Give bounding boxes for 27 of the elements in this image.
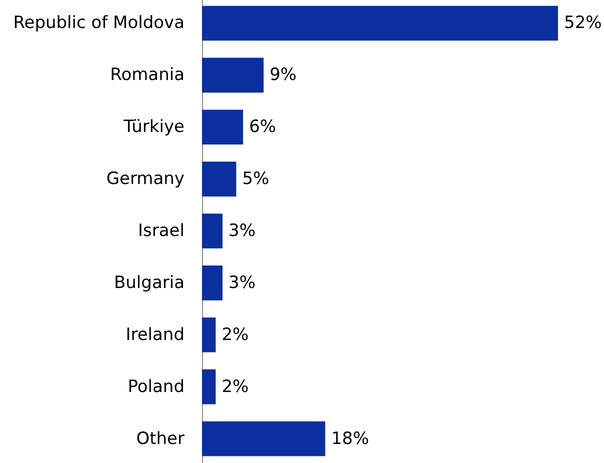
data-label: 18%	[331, 428, 370, 449]
data-label: 52%	[564, 13, 602, 34]
y-tick-label: Germany	[106, 169, 184, 190]
y-tick-label: Israel	[138, 221, 184, 241]
y-tick-label: Ireland	[126, 324, 184, 345]
bar	[202, 266, 223, 300]
data-label: 9%	[270, 65, 297, 86]
bar	[202, 421, 326, 456]
data-label: 3%	[228, 221, 256, 241]
bar	[202, 110, 244, 145]
data-label: 2%	[222, 324, 249, 345]
y-tick-label: Other	[136, 428, 184, 449]
data-label: 2%	[222, 376, 249, 397]
data-label: 5%	[242, 169, 270, 190]
data-label: 6%	[249, 117, 276, 138]
y-tick-label: Türkiye	[122, 117, 184, 138]
bar	[202, 369, 216, 404]
y-tick-label: Romania	[110, 65, 184, 86]
bar	[202, 214, 223, 248]
bar	[202, 58, 264, 93]
y-tick-label: Poland	[128, 376, 184, 397]
y-tick-label: Bulgaria	[114, 272, 184, 293]
bar	[202, 317, 216, 352]
bar	[202, 6, 558, 41]
data-label: 3%	[228, 272, 256, 293]
bar	[202, 162, 236, 196]
y-tick-label: Republic of Moldova	[13, 13, 184, 34]
